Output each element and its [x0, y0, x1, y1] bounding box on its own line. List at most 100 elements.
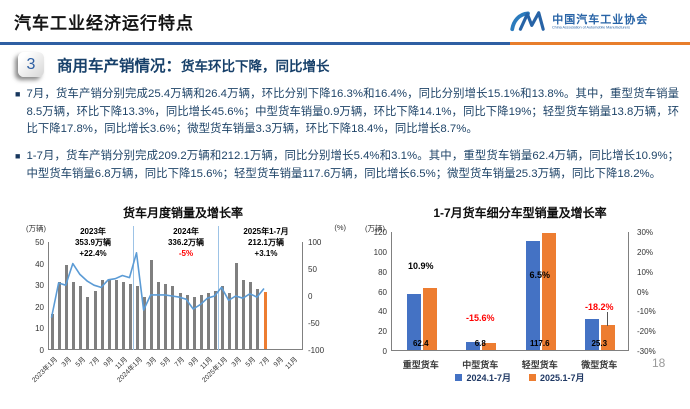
- left-axis-unit: (万辆): [365, 224, 385, 233]
- left-axis-tick: 120: [373, 228, 387, 237]
- monthly-sales-bar: [185, 295, 189, 349]
- left-axis-tick: 30: [35, 281, 44, 291]
- left-axis-unit: (万辆): [26, 224, 46, 233]
- caam-swoosh-icon: [509, 9, 547, 38]
- legend-item: 2025.1-7月: [529, 371, 585, 384]
- chart-legend: 2024.1-7月 2025.1-7月: [357, 371, 683, 384]
- monthly-sales-bar: [114, 279, 118, 349]
- page-title: 汽车工业经济运行特点: [14, 14, 194, 33]
- right-axis-unit: (%): [334, 223, 346, 232]
- annotation-total: 336.2万辆: [167, 238, 205, 248]
- growth-label: -18.2%: [584, 302, 614, 313]
- left-axis-tick: 80: [378, 267, 387, 277]
- left-axis-tick: 20: [35, 302, 44, 312]
- segment-bar-2024: [406, 294, 421, 350]
- monthly-sales-bar: [100, 279, 104, 349]
- category-label: 中型货车: [462, 360, 499, 370]
- monthly-sales-bar: [58, 282, 62, 349]
- monthly-sales-bar: [157, 282, 161, 349]
- org-name-en: China Association of Automobile Manufact…: [552, 26, 631, 30]
- monthly-sales-bar: [199, 295, 203, 349]
- value-label: 6.8: [474, 339, 486, 348]
- right-axis-tick: 10%: [637, 267, 654, 277]
- year-annotation: 2023年 353.9万辆 +22.4%: [48, 226, 138, 260]
- category-label: 微型货车: [581, 360, 618, 370]
- bullet-text: 7月，货车产销分别完成25.4万辆和26.4万辆，环比分别下降16.3%和16.…: [26, 88, 679, 136]
- monthly-sales-bar: [249, 282, 253, 349]
- annotation-total: 353.9万辆: [74, 238, 112, 248]
- bullet-square-icon: ■: [15, 151, 21, 162]
- annotation-total: 212.1万辆: [247, 238, 285, 248]
- left-axis-tick: 40: [35, 259, 44, 269]
- right-axis-tick: -20%: [637, 327, 656, 337]
- monthly-sales-bar: [206, 292, 210, 349]
- monthly-sales-bar: [72, 282, 76, 349]
- growth-leader-line: [607, 312, 609, 326]
- segment-bar-2024: [466, 341, 481, 350]
- value-label: 117.6: [529, 339, 550, 348]
- category-label: 重型货车: [402, 360, 439, 370]
- monthly-sales-bar: [86, 297, 90, 349]
- right-axis-tick: 20%: [637, 247, 654, 257]
- left-axis-tick: 60: [378, 287, 387, 297]
- org-logo: 中国汽车工业协会 China Association of Automobile…: [509, 9, 678, 38]
- annotation-growth: +3.1%: [254, 249, 278, 259]
- legend-swatch: [455, 374, 463, 381]
- monthly-sales-bar: [51, 314, 55, 349]
- chart-title: 1-7月货车细分车型销量及增长率: [433, 206, 607, 220]
- monthly-sales-bar: [128, 284, 132, 349]
- chart-segment-truck-sales: 1-7月货车细分车型销量及增长率 (万辆) 2024.1-7月 2025.1-7月…: [357, 199, 683, 404]
- section-title: 商用车产销情况：货车环比下降，同比增长: [57, 54, 330, 76]
- monthly-sales-bar: [235, 262, 239, 349]
- monthly-sales-bar: [150, 260, 154, 349]
- left-axis-tick: 0: [382, 347, 387, 356]
- left-axis-tick: 20: [378, 327, 387, 337]
- segment-bar-2025: [541, 233, 556, 350]
- category-label: 轻型货车: [521, 360, 558, 370]
- segment-plot-area: [391, 232, 629, 351]
- growth-label: -15.6%: [465, 313, 495, 324]
- segment-bar-2025: [601, 324, 616, 350]
- left-axis-tick: 100: [373, 247, 387, 257]
- right-axis-tick: -10%: [637, 307, 656, 317]
- segment-bar-2025: [482, 343, 497, 350]
- bullet-square-icon: ■: [15, 89, 21, 99]
- page-number: 18: [652, 356, 666, 370]
- bullet-item-jan-july: ■ 1-7月，货车产销分别完成209.2万辆和212.1万辆，同比分别增长5.4…: [15, 148, 679, 183]
- monthly-sales-bar: [121, 282, 125, 349]
- year-annotation: 2025年1-7月 212.1万辆 +3.1%: [221, 226, 311, 260]
- monthly-sales-bar: [192, 297, 196, 349]
- right-axis-tick: -30%: [637, 347, 656, 356]
- annotation-year: 2023年: [80, 227, 106, 236]
- monthly-sales-bar: [136, 286, 140, 349]
- left-axis-tick: 50: [35, 238, 44, 247]
- growth-label: 10.9%: [407, 260, 434, 271]
- right-axis-tick: -50: [308, 319, 320, 328]
- bullet-item-july: ■ 7月，货车产销分别完成25.4万辆和26.4万辆，环比分别下降16.3%和1…: [15, 86, 679, 139]
- monthly-sales-bar: [65, 264, 69, 349]
- annotation-growth: -5%: [178, 249, 194, 259]
- monthly-sales-bar: [221, 286, 225, 349]
- growth-label: 6.5%: [529, 269, 550, 280]
- legend-label: 2024.1-7月: [466, 373, 511, 383]
- value-label: 25.3: [591, 339, 608, 348]
- right-axis-tick: 50: [308, 265, 317, 274]
- right-axis-tick: 30%: [637, 228, 654, 237]
- left-axis-tick: 40: [378, 307, 387, 317]
- monthly-sales-bar: [164, 284, 168, 349]
- chart-title: 货车月度销量及增长率: [122, 206, 243, 220]
- right-axis-tick: 0: [308, 292, 313, 301]
- legend-swatch: [529, 374, 536, 381]
- legend-item: 2024.1-7月: [455, 371, 511, 384]
- right-axis-tick: 0%: [637, 287, 649, 297]
- year-annotation: 2024年 336.2万辆 -5%: [141, 226, 231, 260]
- right-axis-tick: 100: [308, 238, 322, 247]
- legend-label: 2025.1-7月: [540, 373, 585, 383]
- monthly-sales-bar: [213, 290, 217, 349]
- org-name: 中国汽车工业协会: [552, 14, 649, 27]
- monthly-sales-bar: [263, 291, 267, 349]
- segment-bar-2024: [585, 319, 600, 350]
- value-label: 62.4: [412, 339, 429, 348]
- annotation-growth: +22.4%: [79, 249, 107, 259]
